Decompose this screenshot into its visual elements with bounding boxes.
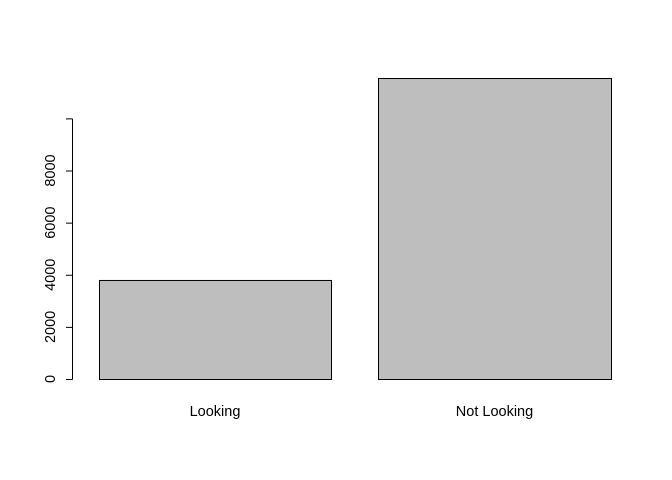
bar-looking — [99, 279, 332, 380]
x-category-label: Not Looking — [456, 404, 533, 420]
bars-group — [99, 78, 612, 380]
y-tick-label: 8000 — [43, 154, 59, 186]
bar-not-looking — [378, 78, 612, 380]
y-tick-label: 0 — [43, 375, 59, 383]
y-axis: 0 2000 4000 6000 8000 — [43, 118, 73, 383]
x-axis-labels: Looking Not Looking — [190, 404, 534, 420]
x-category-label: Looking — [190, 404, 241, 420]
y-tick-label: 4000 — [43, 259, 59, 291]
y-tick-label: 6000 — [43, 207, 59, 239]
y-tick-label: 2000 — [43, 311, 59, 343]
